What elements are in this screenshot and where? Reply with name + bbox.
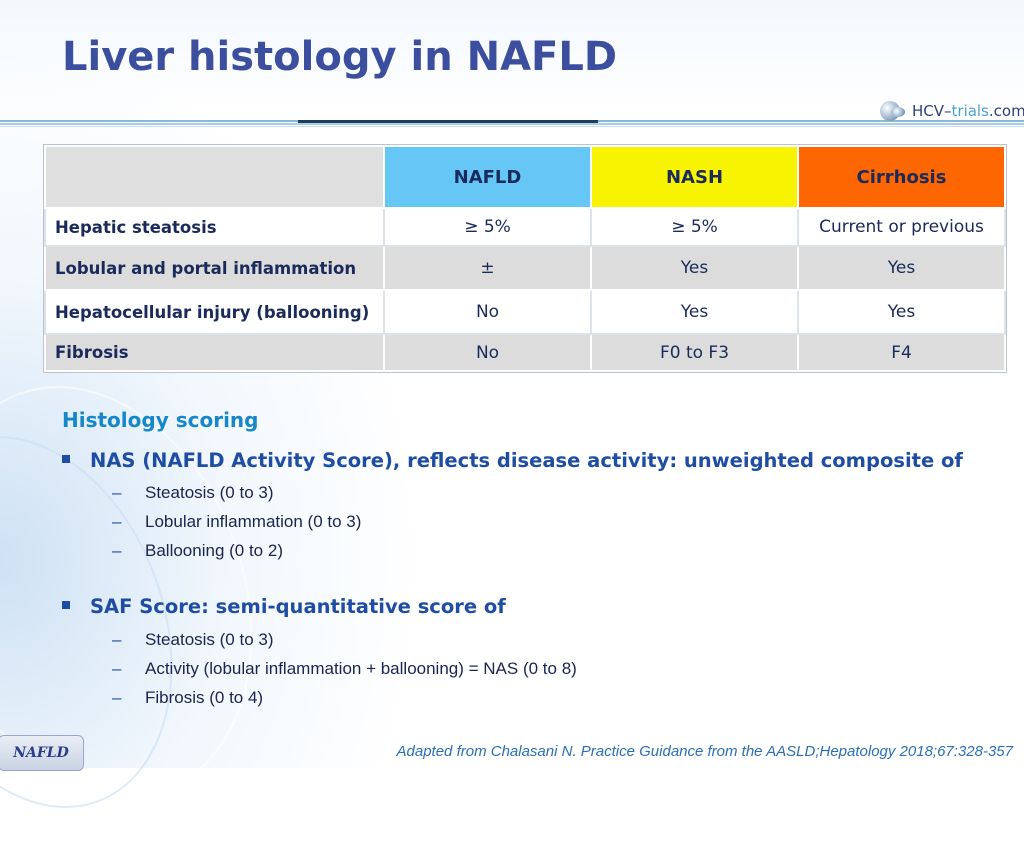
table-row: Hepatocellular injury (ballooning) No Ye…: [44, 289, 1006, 335]
row-label: Hepatocellular injury (ballooning): [44, 289, 385, 335]
row-label: Lobular and portal inflammation: [44, 245, 385, 291]
logo-orb-icon: [880, 101, 905, 121]
dash-bullet-icon: –: [112, 541, 122, 560]
cell-cirrhosis: Yes: [797, 289, 1006, 335]
logo-text-com: .com: [988, 102, 1024, 120]
table-row: Hepatic steatosis ≥ 5% ≥ 5% Current or p…: [44, 207, 1006, 247]
dash-bullet-icon: –: [112, 659, 122, 678]
table-header-row: NAFLD NASH Cirrhosis: [44, 145, 1006, 209]
sub-item-text: Steatosis (0 to 3): [145, 483, 274, 502]
dash-bullet-icon: –: [112, 630, 122, 649]
bullet-saf: SAF Score: semi-quantitative score of: [62, 595, 506, 618]
header-rule: [0, 120, 1024, 128]
sub-item-text: Fibrosis (0 to 4): [145, 688, 264, 707]
slide-background: [0, 0, 1024, 768]
cell-nafld: No: [383, 289, 592, 335]
logo-text-trials: trials: [951, 102, 989, 120]
nafld-section-tab[interactable]: NAFLD: [0, 735, 84, 771]
square-bullet-icon: [62, 601, 70, 609]
histology-table: NAFLD NASH Cirrhosis Hepatic steatosis ≥…: [43, 144, 1007, 373]
sub-item: – Ballooning (0 to 2): [112, 541, 283, 561]
dash-bullet-icon: –: [112, 483, 122, 502]
header-cell-cirrhosis: Cirrhosis: [797, 145, 1006, 209]
sub-item-text: Lobular inflammation (0 to 3): [145, 512, 362, 531]
logo-text-hcv: HCV: [912, 102, 945, 120]
bullet-text: NAS (NAFLD Activity Score), reflects dis…: [90, 449, 963, 472]
table-row: Fibrosis No F0 to F3 F4: [44, 333, 1006, 372]
cell-cirrhosis: F4: [797, 333, 1006, 372]
cell-nafld: ≥ 5%: [383, 207, 592, 247]
header-cell-blank: [44, 145, 385, 209]
row-label: Hepatic steatosis: [44, 207, 385, 247]
sub-item: – Steatosis (0 to 3): [112, 630, 274, 650]
bullet-nas: NAS (NAFLD Activity Score), reflects dis…: [62, 449, 963, 472]
square-bullet-icon: [62, 455, 70, 463]
sub-item: – Lobular inflammation (0 to 3): [112, 512, 361, 532]
sub-item: – Steatosis (0 to 3): [112, 483, 274, 503]
citation: Adapted from Chalasani N. Practice Guida…: [396, 743, 1013, 760]
cell-nash: Yes: [590, 289, 799, 335]
sub-item-text: Steatosis (0 to 3): [145, 630, 274, 649]
sub-item-text: Ballooning (0 to 2): [145, 541, 283, 560]
cell-nafld: No: [383, 333, 592, 372]
section-heading: Histology scoring: [62, 408, 259, 432]
hcv-trials-logo: HCV – trials .com: [880, 99, 1024, 123]
dash-bullet-icon: –: [112, 512, 122, 531]
table-row: Lobular and portal inflammation ± Yes Ye…: [44, 245, 1006, 291]
logo-text-dash: –: [944, 102, 952, 120]
dash-bullet-icon: –: [112, 688, 122, 707]
cell-nash: Yes: [590, 245, 799, 291]
slide-title: Liver histology in NAFLD: [62, 34, 618, 80]
header-cell-nafld: NAFLD: [383, 145, 592, 209]
cell-nafld: ±: [383, 245, 592, 291]
cell-nash: ≥ 5%: [590, 207, 799, 247]
sub-item: – Activity (lobular inflammation + ballo…: [112, 659, 577, 679]
sub-item-text: Activity (lobular inflammation + balloon…: [145, 659, 577, 678]
bullet-text: SAF Score: semi-quantitative score of: [90, 595, 506, 618]
sub-item: – Fibrosis (0 to 4): [112, 688, 263, 708]
cell-cirrhosis: Yes: [797, 245, 1006, 291]
header-cell-nash: NASH: [590, 145, 799, 209]
cell-nash: F0 to F3: [590, 333, 799, 372]
row-label: Fibrosis: [44, 333, 385, 372]
cell-cirrhosis: Current or previous: [797, 207, 1006, 247]
